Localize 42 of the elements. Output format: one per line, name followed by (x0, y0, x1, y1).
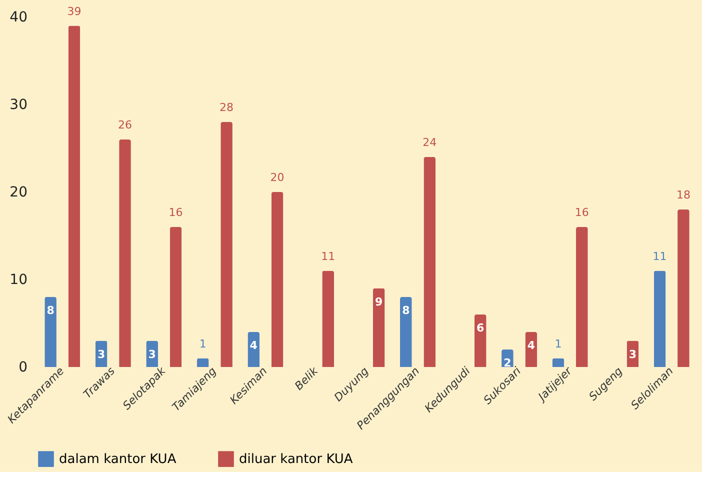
bar (271, 192, 284, 367)
data-label: 8 (46, 304, 54, 317)
data-label: 28 (220, 101, 234, 114)
data-label: 24 (422, 136, 437, 149)
data-label: 16 (574, 206, 589, 219)
data-label: 4 (250, 339, 258, 352)
y-tick-label: 30 (10, 97, 28, 113)
data-label: 1 (554, 337, 562, 350)
data-label: 8 (402, 304, 410, 317)
data-label: 6 (476, 322, 485, 334)
data-label: 2 (504, 356, 512, 370)
data-label: 20 (270, 171, 284, 184)
bar (424, 157, 436, 367)
bar (196, 358, 209, 367)
data-label: 1 (199, 337, 206, 350)
data-label: 3 (628, 348, 637, 361)
data-label: 11 (321, 250, 336, 263)
data-label: 9 (375, 295, 383, 308)
bar (119, 140, 131, 367)
y-tick-label: 10 (10, 272, 28, 288)
data-label: 11 (652, 250, 667, 263)
bar (68, 26, 80, 367)
data-label: 3 (97, 348, 106, 361)
bar (576, 227, 588, 367)
data-label: 26 (118, 118, 132, 132)
data-label: 4 (527, 339, 536, 352)
bar (678, 210, 690, 367)
bar (170, 227, 182, 367)
bar (552, 358, 564, 367)
y-tick-label: 40 (10, 10, 28, 26)
bar (654, 270, 666, 367)
bar (220, 122, 232, 367)
bar (372, 288, 385, 367)
data-label: 16 (168, 206, 183, 219)
data-label: 39 (67, 4, 82, 18)
data-label: 3 (148, 348, 156, 361)
y-tick-label: 20 (10, 184, 28, 200)
data-label: 18 (676, 188, 690, 202)
bar (400, 297, 412, 367)
bar (322, 270, 334, 367)
legend-label: diluar kantor KUA (239, 452, 353, 468)
legend-label: dalam kantor KUA (59, 452, 176, 468)
